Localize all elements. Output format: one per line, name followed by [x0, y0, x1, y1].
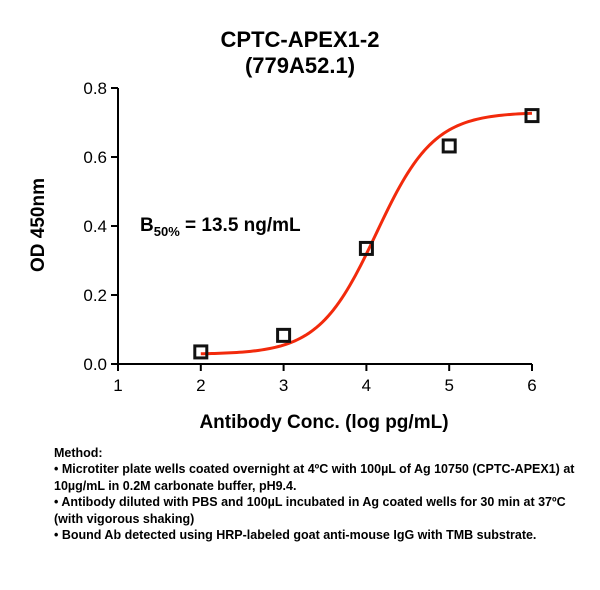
annotation-subscript: 50%: [153, 224, 180, 239]
method-line-1: • Microtiter plate wells coated overnigh…: [54, 462, 575, 493]
method-line-3: • Bound Ab detected using HRP-labeled go…: [54, 528, 537, 543]
axes: 0.0 0.2 0.4 0.6 0.8 1 2 3 4 5 6: [83, 79, 536, 395]
y-tick-label: 0.6: [83, 148, 107, 167]
data-point-marker: [441, 138, 457, 154]
method-line-2: • Antibody diluted with PBS and 100µL in…: [54, 495, 566, 526]
y-tick-label: 0.4: [83, 217, 107, 236]
data-point-marker: [276, 327, 292, 343]
x-tick-label: 3: [279, 376, 288, 395]
x-tick-label: 5: [444, 376, 453, 395]
chart-plot: 0.0 0.2 0.4 0.6 0.8 1 2 3 4 5 6 Antibody Conc. (lo…: [28, 79, 540, 433]
x-tick-label: 4: [362, 376, 371, 395]
chart-subtitle: (779A52.1): [244, 53, 356, 78]
y-tick-label: 0.2: [83, 286, 107, 305]
chart-title: CPTC-APEX1-2: [220, 27, 380, 52]
x-tick-label: 6: [527, 376, 536, 395]
data-point-marker: [358, 240, 374, 256]
data-points-layer: [193, 108, 540, 360]
annotation-prefix: B: [140, 215, 154, 236]
y-tick-label: 0.8: [83, 79, 107, 98]
method-heading: Method:: [54, 446, 103, 460]
x-axis-title: Antibody Conc. (log pg/mL): [199, 412, 448, 433]
data-point-marker: [193, 344, 209, 360]
data-point-marker: [524, 108, 540, 124]
y-axis-title: OD 450nm: [28, 178, 49, 272]
y-tick-label: 0.0: [83, 355, 107, 374]
annotation-value: = 13.5 ng/mL: [179, 215, 301, 236]
x-tick-label: 1: [113, 376, 122, 395]
x-tick-label: 2: [196, 376, 205, 395]
b50-annotation: B50% = 13.5 ng/mL: [140, 215, 301, 239]
method-notes: Method: • Microtiter plate wells coated …: [54, 445, 584, 543]
